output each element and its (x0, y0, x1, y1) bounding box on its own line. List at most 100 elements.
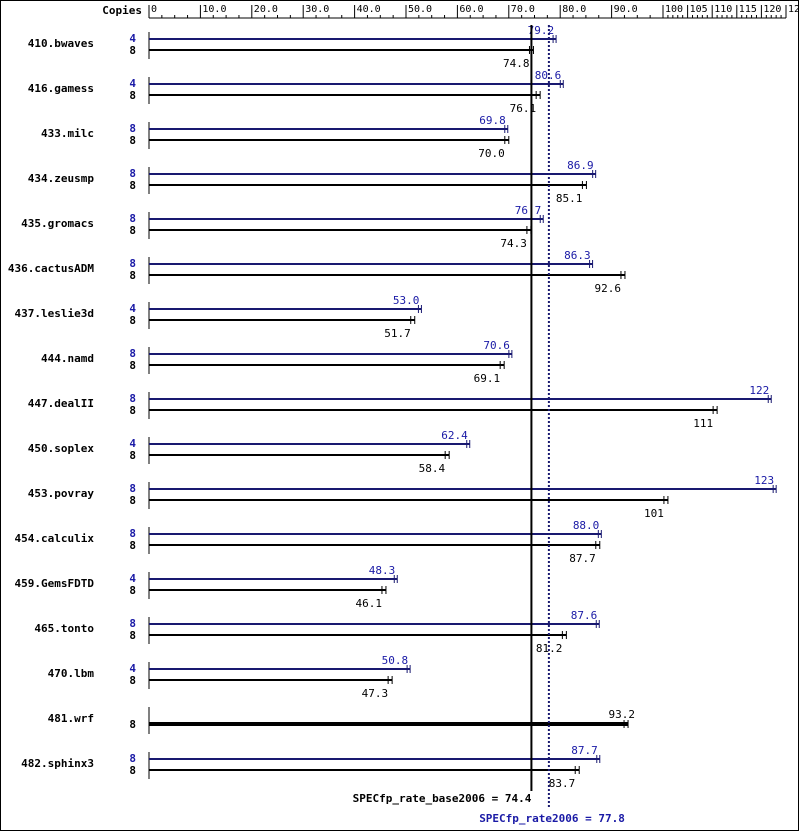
base-value-label: 76.1 (510, 102, 537, 115)
x-tick-label: 40.0 (357, 4, 381, 15)
benchmark-label: 459.GemsFDTD (15, 577, 95, 590)
peak-value-label: 69.8 (479, 114, 506, 127)
base-copies: 8 (129, 764, 136, 777)
peak-copies: 8 (129, 122, 136, 135)
peak-value-label: 80.6 (535, 69, 562, 82)
base-copies: 8 (129, 449, 136, 462)
peak-copies: 8 (129, 347, 136, 360)
base-value-label: 74.3 (500, 237, 527, 250)
benchmark-label: 450.soplex (28, 442, 95, 455)
benchmark-label: 444.namd (41, 352, 94, 365)
base-value-label: 93.2 (609, 708, 636, 721)
base-copies: 8 (129, 718, 136, 731)
base-copies: 8 (129, 539, 136, 552)
peak-value-label: 87.7 (571, 744, 598, 757)
peak-summary-label: SPECfp_rate2006 = 77.8 (479, 812, 625, 825)
x-tick-label: 0 (151, 4, 157, 15)
x-tick-label: 30.0 (305, 4, 329, 15)
base-value-label: 69.1 (474, 372, 501, 385)
peak-value-label: 123 (754, 474, 774, 487)
x-tick-label: 70.0 (511, 4, 535, 15)
peak-copies: 8 (129, 212, 136, 225)
base-copies: 8 (129, 584, 136, 597)
benchmark-label: 470.lbm (48, 667, 95, 680)
peak-copies: 8 (129, 482, 136, 495)
peak-copies: 4 (129, 662, 136, 675)
copies-header: Copies (102, 4, 142, 17)
peak-value-label: 62.4 (441, 429, 468, 442)
x-tick-label: 10.0 (202, 4, 226, 15)
peak-value-label: 88.0 (573, 519, 600, 532)
peak-value-label: 79.2 (528, 24, 555, 37)
benchmark-label: 481.wrf (48, 712, 94, 725)
peak-copies: 8 (129, 257, 136, 270)
base-value-label: 92.6 (594, 282, 621, 295)
x-tick-label: 105 (690, 4, 708, 15)
base-value-label: 111 (693, 417, 713, 430)
benchmark-label: 436.cactusADM (8, 262, 94, 275)
base-value-label: 46.1 (355, 597, 382, 610)
x-tick-label: 80.0 (562, 4, 586, 15)
base-copies: 8 (129, 314, 136, 327)
base-value-label: 70.0 (478, 147, 505, 160)
benchmark-label: 433.milc (41, 127, 94, 140)
benchmark-label: 453.povray (28, 487, 95, 500)
base-copies: 8 (129, 494, 136, 507)
peak-copies: 4 (129, 437, 136, 450)
peak-value-label: 122 (749, 384, 769, 397)
base-value-label: 83.7 (549, 777, 576, 790)
benchmark-label: 454.calculix (15, 532, 95, 545)
base-value-label: 51.7 (384, 327, 411, 340)
x-tick-label: 90.0 (614, 4, 638, 15)
peak-value-label: 53.0 (393, 294, 420, 307)
base-copies: 8 (129, 404, 136, 417)
base-copies: 8 (129, 89, 136, 102)
peak-copies: 8 (129, 392, 136, 405)
x-tick-label: 100 (665, 4, 683, 15)
peak-value-label: 76.7 (515, 204, 542, 217)
benchmark-label: 465.tonto (34, 622, 94, 635)
peak-copies: 4 (129, 77, 136, 90)
peak-value-label: 87.6 (571, 609, 598, 622)
benchmark-label: 435.gromacs (21, 217, 94, 230)
peak-copies: 8 (129, 617, 136, 630)
peak-copies: 4 (129, 302, 136, 315)
peak-copies: 8 (129, 527, 136, 540)
benchmark-label: 437.leslie3d (15, 307, 94, 320)
x-tick-label: 115 (739, 4, 757, 15)
x-tick-label: 120 (763, 4, 781, 15)
benchmark-label: 416.gamess (28, 82, 94, 95)
base-copies: 8 (129, 44, 136, 57)
benchmark-label: 482.sphinx3 (21, 757, 94, 770)
x-tick-label: 20.0 (254, 4, 278, 15)
base-copies: 8 (129, 224, 136, 237)
base-value-label: 47.3 (362, 687, 389, 700)
benchmark-label: 434.zeusmp (28, 172, 95, 185)
base-value-label: 58.4 (419, 462, 446, 475)
benchmark-label: 410.bwaves (28, 37, 94, 50)
benchmark-label: 447.dealII (28, 397, 94, 410)
x-tick-label: 110 (714, 4, 732, 15)
peak-value-label: 50.8 (382, 654, 409, 667)
base-value-label: 85.1 (556, 192, 583, 205)
peak-copies: 4 (129, 32, 136, 45)
base-value-label: 74.8 (503, 57, 530, 70)
base-value-label: 81.2 (536, 642, 563, 655)
peak-value-label: 86.3 (564, 249, 591, 262)
peak-value-label: 86.9 (567, 159, 594, 172)
base-copies: 8 (129, 179, 136, 192)
peak-copies: 4 (129, 572, 136, 585)
base-value-label: 87.7 (569, 552, 596, 565)
peak-copies: 8 (129, 752, 136, 765)
base-copies: 8 (129, 134, 136, 147)
base-copies: 8 (129, 629, 136, 642)
base-copies: 8 (129, 359, 136, 372)
peak-value-label: 70.6 (483, 339, 510, 352)
base-value-label: 101 (644, 507, 664, 520)
base-copies: 8 (129, 674, 136, 687)
peak-value-label: 48.3 (369, 564, 396, 577)
x-tick-label: 50.0 (408, 4, 432, 15)
base-summary-label: SPECfp_rate_base2006 = 74.4 (353, 792, 532, 805)
